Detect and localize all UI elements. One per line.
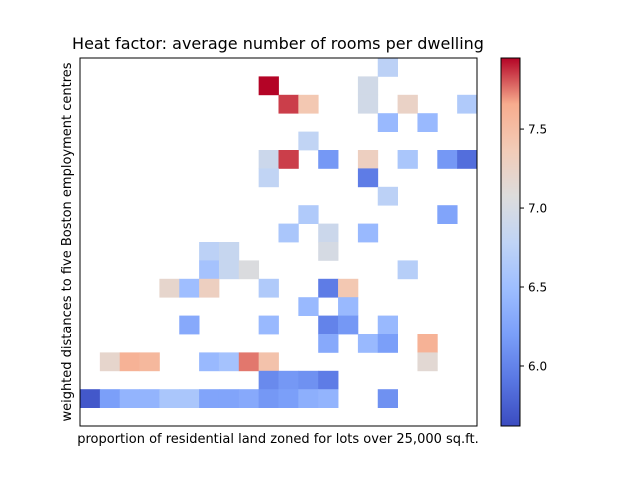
heatmap-cell [338, 278, 359, 298]
heatmap-cell [218, 242, 240, 261]
heatmap-cells [80, 58, 478, 408]
chart-title: Heat factor: average number of rooms per… [72, 34, 484, 53]
heatmap-cell [357, 94, 379, 114]
heatmap-cell [397, 94, 418, 114]
colorbar-frame [500, 57, 521, 427]
heatmap-cell [377, 113, 398, 132]
colorbar-tick-label: 6.5 [528, 281, 547, 295]
heatmap-cell [457, 150, 478, 169]
plot-area [79, 57, 478, 427]
heatmap-cell [99, 352, 121, 372]
heatmap-cell [298, 94, 319, 114]
heatmap-cell [318, 389, 339, 408]
heatmap-cell [238, 352, 260, 372]
heatmap-cell [318, 334, 339, 353]
heatmap-cell [238, 260, 260, 280]
colorbar-tick-label: 6.0 [528, 359, 547, 373]
heatmap-cell [119, 389, 140, 408]
heatmap-cell [318, 278, 339, 298]
plot-frame [79, 57, 478, 427]
heatmap-cell [179, 389, 200, 408]
heatmap-cell [80, 389, 101, 408]
heatmap-cell [278, 150, 299, 169]
heatmap-cell [377, 58, 398, 77]
x-axis-label: proportion of residential land zoned for… [77, 432, 479, 447]
heatmap-cell [357, 334, 379, 353]
heatmap-cell [278, 223, 299, 243]
colorbar-ticks: 6.0 6.5 7.0 7.5 [520, 123, 547, 373]
heatmap-cell [278, 370, 299, 390]
heatmap-cell [238, 389, 260, 408]
heatmap-cell [318, 223, 339, 243]
heatmap-cell [298, 370, 319, 390]
y-axis-label: weighted distances to five Boston employ… [60, 62, 75, 421]
heatmap-cell [397, 260, 418, 280]
heatmap-cell [199, 260, 220, 280]
heatmap-cell [179, 315, 200, 335]
heatmap-cell [139, 352, 160, 372]
colorbar-tick-label: 7.5 [528, 123, 547, 137]
heatmap-cell [377, 186, 398, 206]
heatmap-cell [199, 389, 220, 408]
heatmap-cell [179, 278, 200, 298]
heatmap-cell [318, 242, 339, 261]
heatmap-cell [199, 278, 220, 298]
heatmap-cell [199, 352, 220, 372]
heatmap-cell [278, 389, 299, 408]
heatmap-cell [119, 352, 140, 372]
heatmap-cell [258, 315, 279, 335]
heatmap-cell [437, 205, 458, 224]
heatmap-cell [99, 389, 121, 408]
heatmap-cell [258, 352, 279, 372]
heatmap-cell [377, 315, 398, 335]
heatmap-cell [397, 150, 418, 169]
colorbar-tick-label: 7.0 [528, 202, 547, 216]
heatmap-cell [357, 76, 379, 96]
heatmap-cell [357, 168, 379, 188]
heatmap-cell [258, 389, 279, 408]
colorbar-gradient [501, 58, 520, 426]
colorbar: 6.0 6.5 7.0 7.5 [500, 57, 547, 427]
heatmap-cell [338, 297, 359, 316]
heatmap-cell [298, 131, 319, 151]
heatmap-cell [199, 242, 220, 261]
heatmap-cell [159, 278, 180, 298]
heatmap-cell [258, 168, 279, 188]
heatmap-cell [437, 150, 458, 169]
heatmap-cell [218, 260, 240, 280]
heatmap-cell [417, 352, 438, 372]
heatmap-cell [417, 113, 438, 132]
heatmap-cell [218, 352, 240, 372]
heatmap-cell [159, 389, 180, 408]
heatmap-cell [318, 315, 339, 335]
heatmap-cell [377, 389, 398, 408]
heatmap-cell [318, 370, 339, 390]
heatmap-cell [258, 370, 279, 390]
heatmap-cell [278, 94, 299, 114]
heatmap-cell [318, 150, 339, 169]
heatmap-cell [357, 150, 379, 169]
heatmap-cell [357, 223, 379, 243]
heatmap-cell [377, 334, 398, 353]
heatmap-cell [258, 76, 279, 96]
heatmap-cell [258, 278, 279, 298]
heatmap-cell [298, 297, 319, 316]
heatmap-cell [298, 205, 319, 224]
heatmap-cell [298, 389, 319, 408]
heatmap-cell [218, 389, 240, 408]
heatmap-cell [258, 150, 279, 169]
heatmap-cell [457, 94, 478, 114]
heatmap-cell [338, 315, 359, 335]
heatmap-cell [139, 389, 160, 408]
heatmap-cell [417, 334, 438, 353]
